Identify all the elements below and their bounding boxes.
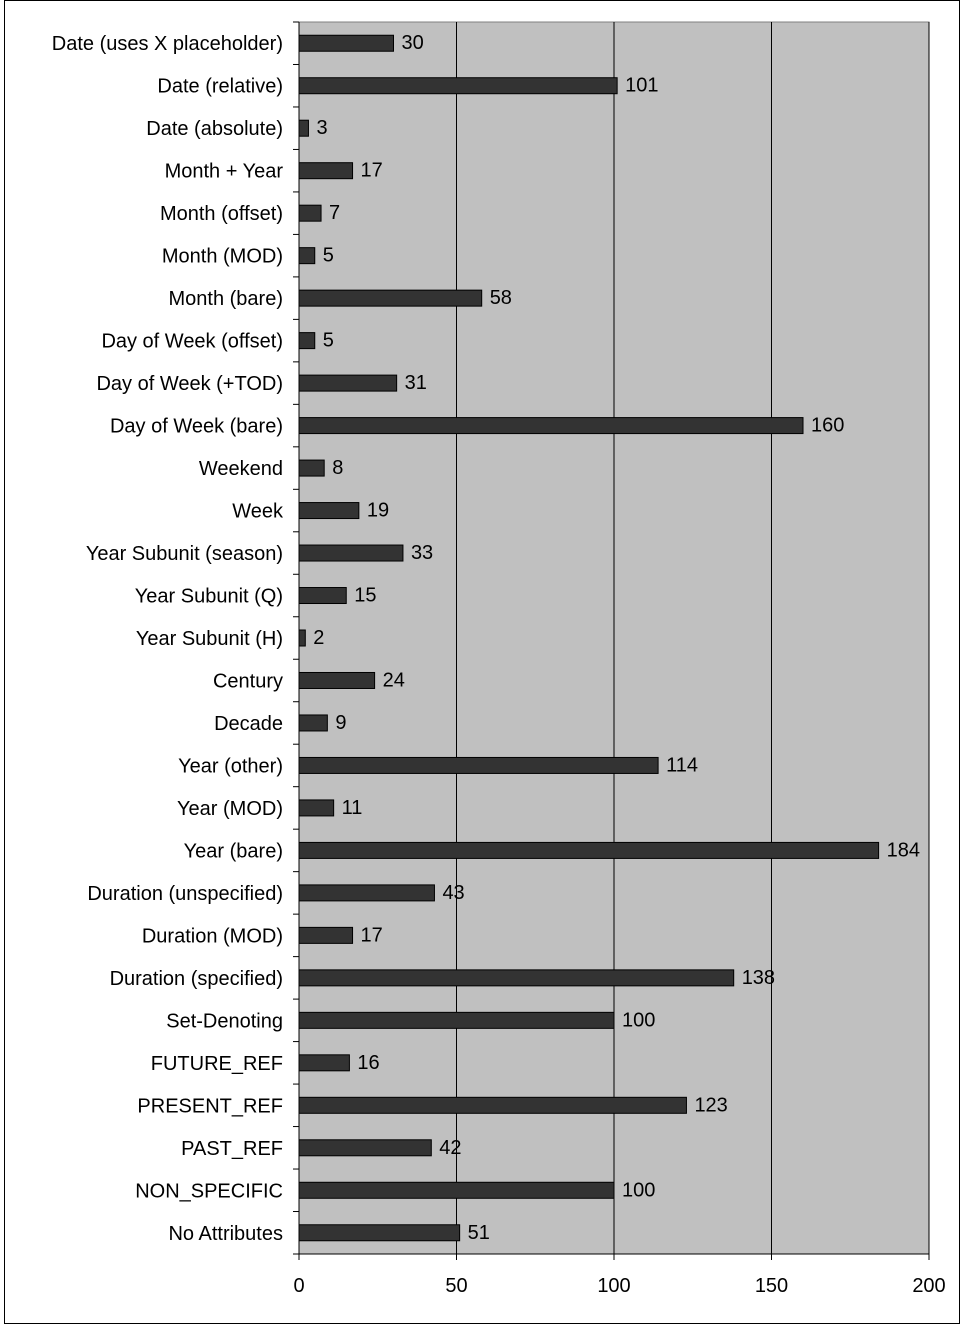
data-label: 51 bbox=[468, 1222, 490, 1244]
bar bbox=[298, 204, 322, 222]
category-label: Set-Denoting bbox=[166, 1010, 283, 1032]
category-label: Decade bbox=[214, 713, 283, 735]
category-label: Year Subunit (H) bbox=[136, 628, 283, 650]
data-label: 9 bbox=[335, 712, 346, 734]
bar bbox=[298, 969, 735, 987]
bar bbox=[298, 756, 659, 774]
data-label: 24 bbox=[383, 669, 405, 691]
category-label: Year Subunit (Q) bbox=[135, 586, 283, 608]
category-label: Duration (MOD) bbox=[142, 925, 283, 947]
data-label: 3 bbox=[316, 117, 327, 139]
bar bbox=[298, 799, 335, 817]
x-tick-label: 150 bbox=[755, 1275, 788, 1297]
bar bbox=[298, 1224, 461, 1242]
category-label: Year (bare) bbox=[184, 840, 283, 862]
data-label: 31 bbox=[405, 372, 427, 394]
bar bbox=[298, 841, 880, 859]
category-label: Year (other) bbox=[178, 755, 283, 777]
category-label: Date (uses X placeholder) bbox=[52, 33, 283, 55]
category-label: Year Subunit (season) bbox=[86, 543, 283, 565]
data-label: 8 bbox=[332, 457, 343, 479]
data-label: 19 bbox=[367, 500, 389, 522]
bar bbox=[298, 119, 309, 137]
category-label: PRESENT_REF bbox=[137, 1095, 283, 1117]
bar bbox=[298, 374, 398, 392]
bar bbox=[298, 1139, 432, 1157]
data-label: 42 bbox=[439, 1137, 461, 1159]
data-label: 33 bbox=[411, 542, 433, 564]
x-tick-label: 50 bbox=[445, 1275, 467, 1297]
data-label: 2 bbox=[313, 627, 324, 649]
bar bbox=[298, 247, 316, 265]
data-label: 58 bbox=[490, 287, 512, 309]
bar bbox=[298, 1011, 615, 1029]
data-label: 11 bbox=[342, 797, 363, 819]
category-label: Year (MOD) bbox=[177, 798, 283, 820]
data-label: 184 bbox=[887, 839, 920, 861]
x-tick-label: 200 bbox=[912, 1275, 945, 1297]
x-tick-label: 100 bbox=[597, 1275, 630, 1297]
bars bbox=[298, 34, 880, 1242]
bar bbox=[298, 459, 325, 477]
data-label: 17 bbox=[361, 160, 383, 182]
gridlines bbox=[456, 22, 930, 1254]
category-label: Date (absolute) bbox=[146, 118, 283, 140]
bar bbox=[298, 417, 804, 435]
data-label: 100 bbox=[622, 1009, 655, 1031]
bar bbox=[298, 714, 328, 732]
category-label: Date (relative) bbox=[157, 76, 283, 98]
category-label: PAST_REF bbox=[181, 1138, 283, 1160]
category-label: Month (bare) bbox=[169, 288, 284, 310]
bar bbox=[298, 884, 435, 902]
bar bbox=[298, 332, 316, 350]
bar bbox=[298, 544, 404, 562]
bar bbox=[298, 926, 354, 944]
bar bbox=[298, 1054, 350, 1072]
category-label: Month (offset) bbox=[160, 203, 283, 225]
category-label: Month + Year bbox=[165, 161, 284, 183]
category-label: Day of Week (offset) bbox=[101, 331, 283, 353]
data-label: 138 bbox=[742, 967, 775, 989]
data-label: 7 bbox=[329, 202, 340, 224]
category-label: Century bbox=[213, 670, 283, 692]
bar bbox=[298, 502, 360, 520]
bar bbox=[298, 34, 394, 52]
category-label: Week bbox=[232, 501, 284, 523]
bar bbox=[298, 671, 376, 689]
data-label: 17 bbox=[361, 924, 383, 946]
category-label: NON_SPECIFIC bbox=[135, 1180, 283, 1202]
data-label: 100 bbox=[622, 1179, 655, 1201]
data-label: 30 bbox=[402, 32, 424, 54]
category-label: Day of Week (bare) bbox=[110, 416, 283, 438]
bar bbox=[298, 77, 618, 95]
data-label: 5 bbox=[323, 330, 334, 352]
category-label: Duration (unspecified) bbox=[87, 883, 283, 905]
x-tick-label: 0 bbox=[293, 1275, 304, 1297]
bar bbox=[298, 162, 354, 180]
data-label: 43 bbox=[442, 882, 464, 904]
category-label: Duration (specified) bbox=[110, 968, 283, 990]
data-label: 5 bbox=[323, 245, 334, 267]
bar bbox=[298, 629, 306, 647]
bar bbox=[298, 1096, 687, 1114]
category-label: FUTURE_REF bbox=[151, 1053, 283, 1075]
category-label: No Attributes bbox=[168, 1223, 283, 1245]
category-label: Month (MOD) bbox=[162, 246, 283, 268]
data-label: 114 bbox=[666, 754, 698, 776]
labels: 0 50 100 150 200 Date (uses X placeholder) 30 D… bbox=[52, 32, 946, 1297]
category-label: Weekend bbox=[199, 458, 283, 480]
data-label: 101 bbox=[625, 75, 658, 97]
data-label: 15 bbox=[354, 585, 376, 607]
bar bbox=[298, 289, 483, 307]
data-label: 123 bbox=[694, 1094, 727, 1116]
axes bbox=[293, 21, 930, 1260]
data-label: 16 bbox=[357, 1052, 379, 1074]
bar bbox=[298, 587, 347, 605]
data-label: 160 bbox=[811, 415, 844, 437]
bar bbox=[298, 1181, 615, 1199]
category-label: Day of Week (+TOD) bbox=[96, 373, 283, 395]
